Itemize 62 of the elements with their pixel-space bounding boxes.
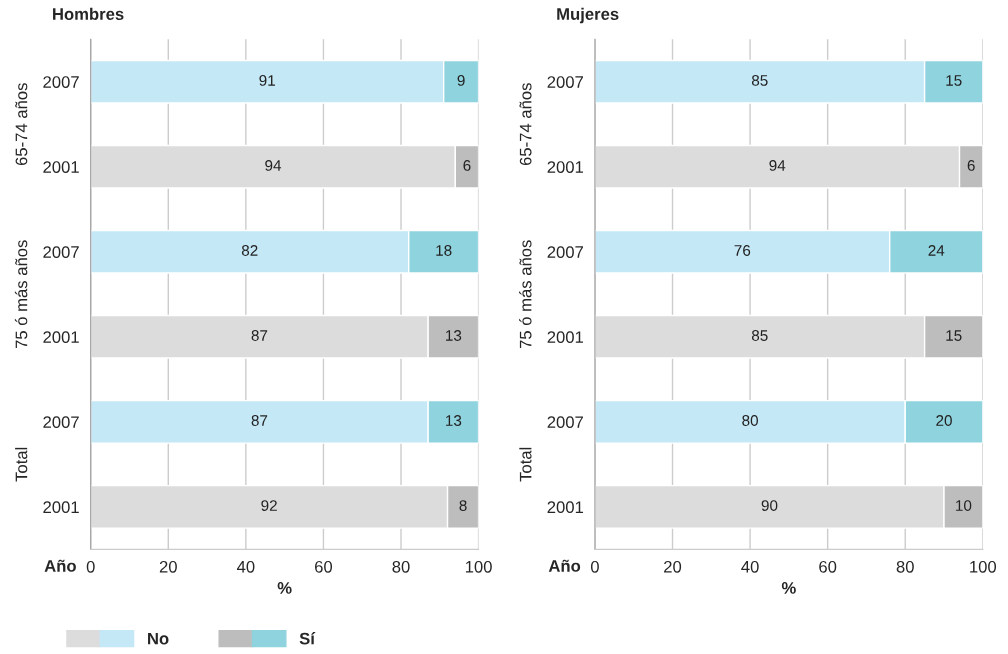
text: 65-74 años xyxy=(519,83,532,166)
data-label: 92 xyxy=(261,500,277,511)
data-label: 94 xyxy=(769,160,786,171)
y-tick-label: 2001 xyxy=(43,161,79,173)
x-tick-label: 100 xyxy=(465,560,492,573)
x-tick-label: 60 xyxy=(819,560,837,573)
y-tick-label: 2007 xyxy=(43,416,79,429)
y-tick-label: 2007 xyxy=(547,416,583,429)
data-label: 20 xyxy=(936,415,952,426)
y-tick-label: 2007 xyxy=(547,246,583,258)
y-tick-label: 2001 xyxy=(43,331,79,344)
y-tick-label: 2007 xyxy=(547,76,583,88)
x-tick-label: 100 xyxy=(970,560,997,573)
x-tick-label: 40 xyxy=(741,560,759,573)
data-label: 76 xyxy=(734,245,751,256)
text: Total xyxy=(519,447,532,482)
text: Total xyxy=(15,447,28,482)
data-label: 24 xyxy=(928,245,945,256)
data-label: 94 xyxy=(265,160,282,171)
x-tick-label: 80 xyxy=(392,560,410,573)
data-label: 6 xyxy=(463,160,471,171)
y-tick-label: 2001 xyxy=(547,161,584,173)
x-tick-label: 60 xyxy=(315,560,333,573)
data-label: 85 xyxy=(751,330,768,341)
data-label: 13 xyxy=(446,330,462,341)
y-tick-label: 2007 xyxy=(43,246,79,258)
data-label: 87 xyxy=(251,415,268,426)
x-axis-title: % xyxy=(781,582,796,594)
data-label: 90 xyxy=(761,500,778,511)
data-label: 85 xyxy=(751,75,768,86)
x-tick-label: 80 xyxy=(896,560,914,573)
data-label: 15 xyxy=(946,75,962,86)
data-label: 82 xyxy=(241,245,258,256)
y-tick-label: 2001 xyxy=(43,501,79,514)
data-label: 15 xyxy=(946,330,962,341)
data-label: 10 xyxy=(956,500,972,511)
chart-title: Hombres xyxy=(53,7,124,20)
data-label: 91 xyxy=(259,75,275,86)
x-tick-label: 40 xyxy=(236,560,255,573)
legend-label: No xyxy=(148,632,169,645)
y-axis-title: Año xyxy=(44,559,76,572)
y-tick-label: 2007 xyxy=(43,76,79,88)
x-axis-title: % xyxy=(277,582,292,594)
chart-title: Mujeres xyxy=(557,7,619,24)
text: 75 ó más años xyxy=(14,240,28,349)
text: 65-74 años xyxy=(15,83,28,166)
data-label: 13 xyxy=(446,415,462,426)
data-label: 8 xyxy=(459,500,467,511)
data-label: 6 xyxy=(967,160,975,171)
y-tick-label: 2001 xyxy=(547,331,584,344)
y-tick-label: 2001 xyxy=(547,501,584,514)
text: 75 ó más años xyxy=(519,240,532,349)
x-tick-label: 20 xyxy=(159,560,177,573)
x-tick-label: 0 xyxy=(86,560,95,573)
x-tick-label: 0 xyxy=(590,560,599,573)
data-label: 18 xyxy=(436,245,452,256)
legend-label: Sí xyxy=(299,632,316,645)
data-label: 87 xyxy=(251,330,268,341)
data-label: 9 xyxy=(457,75,465,86)
data-label: 80 xyxy=(742,415,758,426)
y-axis-title: Año xyxy=(548,559,581,572)
x-tick-label: 20 xyxy=(664,560,682,573)
